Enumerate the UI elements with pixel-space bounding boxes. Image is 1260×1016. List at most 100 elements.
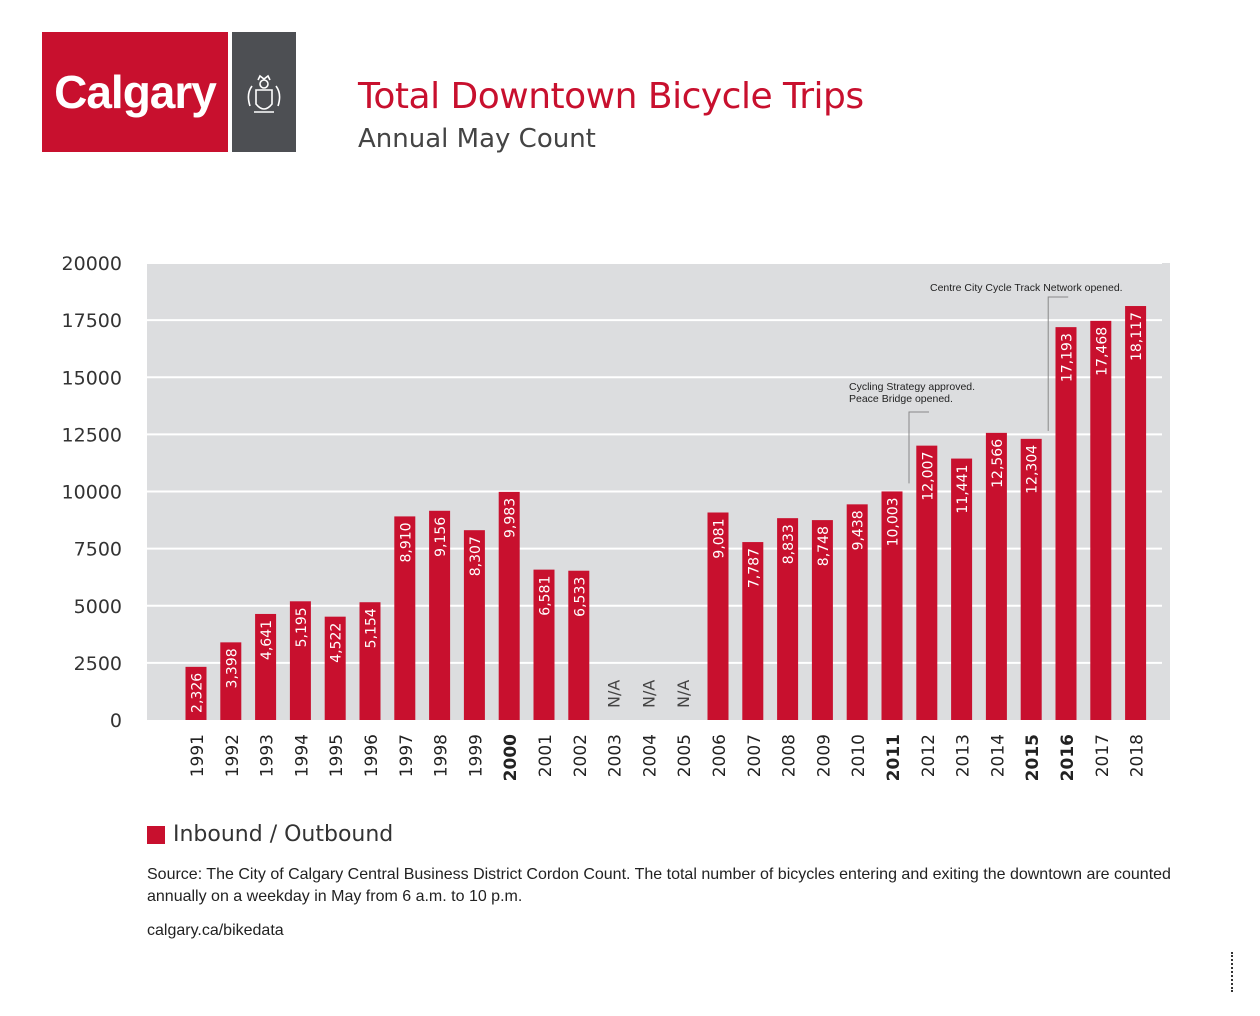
bar-value-label: N/A — [674, 680, 693, 708]
x-tick-label: 1996 — [362, 734, 382, 777]
x-tick-label: 1998 — [432, 734, 452, 777]
bar-value-label: 17,193 — [1060, 333, 1076, 382]
bar — [568, 570, 590, 720]
legend-swatch — [147, 825, 165, 844]
bar-value-label: 3,398 — [224, 648, 240, 688]
bar-value-label: 6,581 — [538, 576, 554, 616]
x-tick-label: 2008 — [780, 734, 800, 777]
x-tick-label: 2017 — [1093, 734, 1113, 777]
bar-value-label: 12,566 — [990, 439, 1006, 488]
annotation-text: Centre City Cycle Track Network opened. — [930, 282, 1123, 294]
bar — [1090, 320, 1112, 720]
bar-value-label: 5,154 — [364, 608, 380, 648]
bar — [916, 445, 938, 720]
x-tick-label: 1995 — [327, 734, 347, 777]
y-tick-label: 0 — [110, 710, 122, 732]
bar-value-label: 9,438 — [851, 510, 867, 550]
y-tick-label: 15000 — [62, 367, 122, 389]
x-tick-label: 2011 — [884, 734, 904, 781]
bar-value-label: 4,641 — [259, 620, 275, 660]
x-tick-label: 1999 — [466, 734, 486, 777]
chart-subtitle: Annual May Count — [358, 124, 596, 154]
x-tick-label: 1997 — [397, 734, 417, 777]
bar-value-label: 10,003 — [886, 497, 902, 546]
bar — [289, 601, 311, 720]
legend-label: Inbound / Outbound — [173, 822, 394, 847]
bar-value-label: 17,468 — [1094, 327, 1110, 376]
bar — [220, 642, 242, 720]
bar-value-label: 12,304 — [1025, 445, 1041, 494]
bar — [429, 510, 451, 720]
x-tick-label: 2007 — [745, 734, 765, 777]
bar — [846, 504, 868, 720]
bar-value-label: 8,307 — [468, 536, 484, 576]
print-code-mark — [1231, 952, 1239, 992]
y-tick-label: 10000 — [62, 482, 122, 504]
x-tick-label: 2005 — [675, 734, 695, 777]
x-tick-label: 2016 — [1058, 734, 1078, 781]
x-tick-label: 1993 — [258, 734, 278, 777]
bar-value-label: 11,441 — [955, 465, 971, 514]
bar-value-label: 2,326 — [190, 673, 206, 713]
y-tick-label: 2500 — [74, 653, 122, 675]
annotation-leader — [908, 411, 929, 484]
bar — [985, 432, 1007, 720]
bar — [707, 512, 729, 720]
bar-value-label: 8,748 — [816, 526, 832, 566]
bar — [498, 491, 520, 720]
y-tick-label: 5000 — [74, 596, 122, 618]
bar — [1125, 306, 1147, 720]
bar — [881, 491, 903, 720]
x-tick-label: 1992 — [223, 734, 243, 777]
bar-value-label: 9,983 — [503, 498, 519, 538]
x-tick-label: 2001 — [536, 734, 556, 777]
bar-value-label: 5,195 — [294, 607, 310, 647]
annotation-line: Centre City Cycle Track Network opened. — [930, 282, 1123, 294]
legend: Inbound / Outbound — [147, 822, 393, 847]
city-crest-icon — [232, 32, 296, 152]
bar — [742, 542, 764, 720]
bar — [394, 516, 416, 720]
x-tick-label: 2018 — [1128, 734, 1148, 777]
bar-value-label: 12,007 — [920, 452, 936, 501]
annotation-leader — [1047, 296, 1069, 431]
x-tick-label: 1991 — [188, 734, 208, 777]
bar-value-label: 18,117 — [1129, 312, 1145, 361]
x-tick-label: 2006 — [710, 734, 730, 777]
x-tick-label: 2000 — [501, 734, 521, 781]
chart-title: Total Downtown Bicycle Trips — [358, 76, 864, 117]
y-tick-label: 7500 — [74, 539, 122, 561]
x-tick-label: 2012 — [919, 734, 939, 777]
bar-value-label: 8,833 — [781, 524, 797, 564]
bar-value-label: 8,910 — [398, 522, 414, 562]
annotation-line: Peace Bridge opened. — [849, 393, 953, 405]
bar-value-label: 9,156 — [433, 517, 449, 557]
bar — [185, 666, 207, 720]
bar — [951, 458, 973, 720]
bar-value-label: 4,522 — [329, 623, 345, 663]
source-note: Source: The City of Calgary Central Busi… — [147, 866, 1171, 905]
bar — [324, 616, 346, 720]
bar-value-label: 6,533 — [572, 577, 588, 617]
y-tick-label: 17500 — [62, 310, 122, 332]
bar — [463, 530, 485, 720]
x-tick-label: 2009 — [814, 734, 834, 777]
source-url[interactable]: calgary.ca/bikedata — [147, 922, 284, 939]
annotation-text: Cycling Strategy approved. Peace Bridge o… — [849, 381, 975, 405]
x-tick-label: 2004 — [640, 734, 660, 777]
annotation-line: Cycling Strategy approved. — [849, 381, 975, 393]
bar — [811, 520, 833, 720]
x-tick-label: 2010 — [849, 734, 869, 777]
logo-text: Calgary — [54, 66, 217, 118]
y-tick-label: 20000 — [62, 253, 122, 275]
bar — [1055, 327, 1077, 720]
bar — [1020, 438, 1042, 720]
calgary-logo: Calgary — [42, 32, 228, 152]
y-tick-label: 12500 — [62, 424, 122, 446]
bar — [533, 569, 555, 720]
x-tick-label: 1994 — [292, 734, 312, 777]
bar-value-label: 7,787 — [746, 548, 762, 588]
x-tick-label: 2003 — [606, 734, 626, 777]
bar-value-label: 9,081 — [712, 518, 728, 558]
crest-graphic — [247, 74, 281, 113]
